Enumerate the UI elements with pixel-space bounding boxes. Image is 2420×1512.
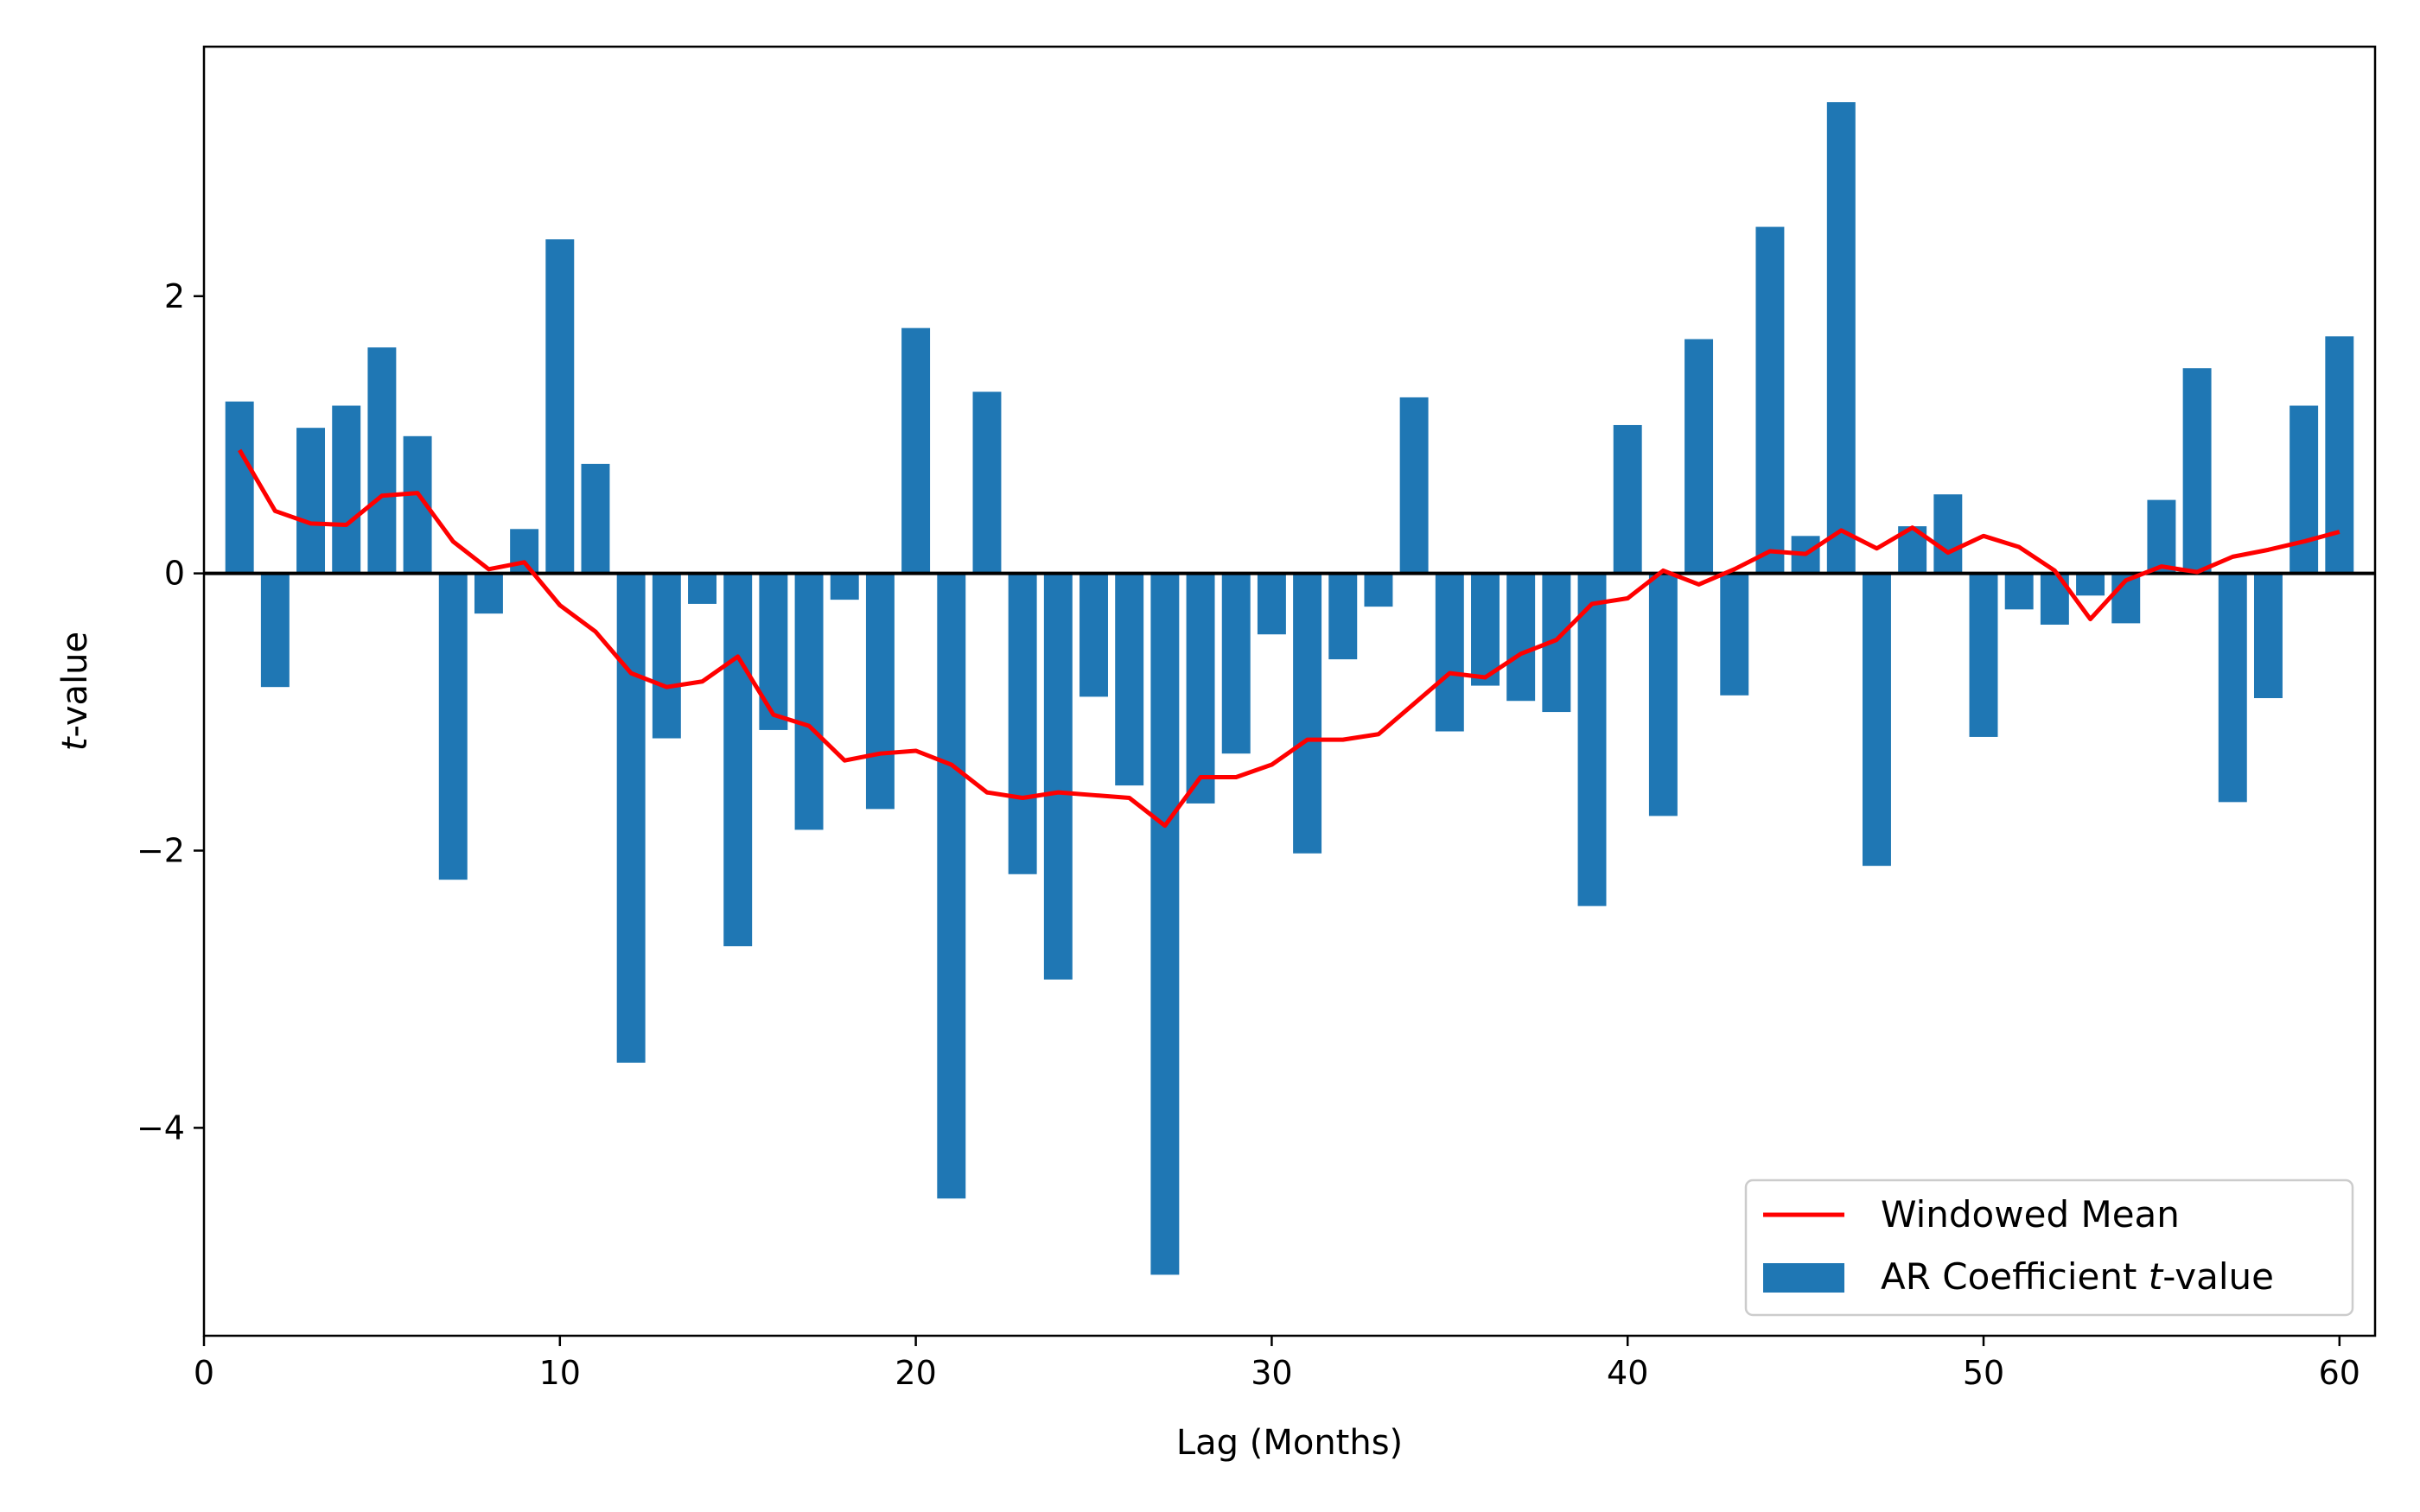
bar-lag-16 <box>759 573 788 730</box>
y-tick-label: −2 <box>137 831 185 869</box>
bar-lag-57 <box>2218 573 2247 803</box>
legend-label-ar-prefix: AR Coefficient <box>1881 1255 2149 1298</box>
legend-label-ar-suffix: -value <box>2162 1255 2274 1298</box>
x-tick-label: 40 <box>1607 1354 1648 1392</box>
bar-lag-31 <box>1293 573 1322 854</box>
legend-label-ar-italic: t <box>2149 1255 2164 1298</box>
bar-lag-18 <box>830 573 859 600</box>
x-tick-label: 30 <box>1251 1354 1292 1392</box>
legend-label-windowed-mean: Windowed Mean <box>1881 1193 2180 1236</box>
bar-lag-4 <box>332 405 361 574</box>
y-tick-label: −4 <box>137 1109 185 1147</box>
bar-lag-23 <box>1008 573 1037 874</box>
bar-lag-59 <box>2289 405 2319 574</box>
bar-lag-34 <box>1399 397 1429 574</box>
bar-lag-28 <box>1186 573 1215 804</box>
plot-frame <box>202 45 2377 1337</box>
legend-box <box>1744 1178 2354 1317</box>
bar-lag-19 <box>865 573 895 810</box>
bar-lag-56 <box>2182 368 2212 574</box>
bar-lag-50 <box>1969 573 1998 737</box>
legend-bar-swatch <box>1763 1263 1844 1293</box>
bar-lag-40 <box>1613 424 1642 574</box>
y-tick-label: 0 <box>164 555 185 593</box>
bar-lag-55 <box>2147 499 2176 574</box>
bar-lag-32 <box>1328 573 1358 660</box>
bar-lag-42 <box>1684 339 1714 574</box>
bar-lag-14 <box>688 573 716 604</box>
bar-lag-39 <box>1577 573 1607 906</box>
bar-lag-30 <box>1257 573 1286 635</box>
bar-lag-35 <box>1435 573 1464 732</box>
bar-lag-47 <box>1863 573 1891 867</box>
bar-lag-51 <box>2004 573 2034 610</box>
bar-lag-26 <box>1115 573 1144 786</box>
x-tick-label: 20 <box>895 1354 936 1392</box>
y-axis-label-rest: -value <box>55 632 95 738</box>
bar-lag-58 <box>2253 573 2283 699</box>
bar-lag-10 <box>545 239 575 574</box>
x-tick-label: 60 <box>2319 1354 2360 1392</box>
bar-lag-46 <box>1826 102 1856 574</box>
x-axis-label: Lag (Months) <box>1176 1423 1403 1463</box>
bar-lag-44 <box>1755 226 1785 574</box>
bar-lag-15 <box>723 573 753 947</box>
x-axis: 0 10 20 30 40 50 60 <box>194 1336 2360 1392</box>
bar-lag-5 <box>367 347 397 574</box>
bar-lag-22 <box>972 391 1002 574</box>
bar-lag-21 <box>937 573 966 1199</box>
bar-lag-12 <box>616 573 646 1063</box>
windowed-mean-line <box>238 448 2340 829</box>
bar-lag-29 <box>1221 573 1251 754</box>
bar-lag-11 <box>581 463 610 574</box>
bar-lag-37 <box>1506 573 1536 702</box>
bar-lag-33 <box>1364 573 1393 607</box>
y-axis-label-italic: t <box>55 736 95 751</box>
bar-lag-27 <box>1150 573 1180 1275</box>
x-tick-label: 50 <box>1963 1354 2004 1392</box>
bar-lag-20 <box>901 327 931 574</box>
bar-lag-43 <box>1720 573 1749 696</box>
bar-lag-53 <box>2076 573 2105 596</box>
bar-lag-49 <box>1933 494 1963 574</box>
bar-lag-1 <box>225 401 254 574</box>
bar-lag-17 <box>794 573 824 830</box>
x-tick-label: 0 <box>194 1354 214 1392</box>
legend-label-ar-coefficient: AR Coefficient t-value <box>1881 1255 2274 1298</box>
y-axis: 2 0 −2 −4 <box>137 277 204 1147</box>
y-tick-label: 2 <box>164 277 185 315</box>
x-tick-label: 10 <box>539 1354 581 1392</box>
y-axis-label: t-value <box>55 632 95 751</box>
bar-lag-60 <box>2325 336 2354 574</box>
bar-lag-36 <box>1471 573 1500 686</box>
bar-lag-7 <box>438 573 468 880</box>
bar-lag-41 <box>1648 573 1678 816</box>
bar-lag-8 <box>474 573 503 614</box>
bar-lag-9 <box>510 529 539 574</box>
legend: Windowed Mean AR Coefficient t-value <box>1744 1178 2354 1317</box>
bar-lag-25 <box>1079 573 1108 697</box>
bar-lag-13 <box>652 573 681 739</box>
bar-lag-2 <box>260 573 290 688</box>
bar-lag-24 <box>1043 573 1073 980</box>
bar-lag-3 <box>296 428 326 574</box>
